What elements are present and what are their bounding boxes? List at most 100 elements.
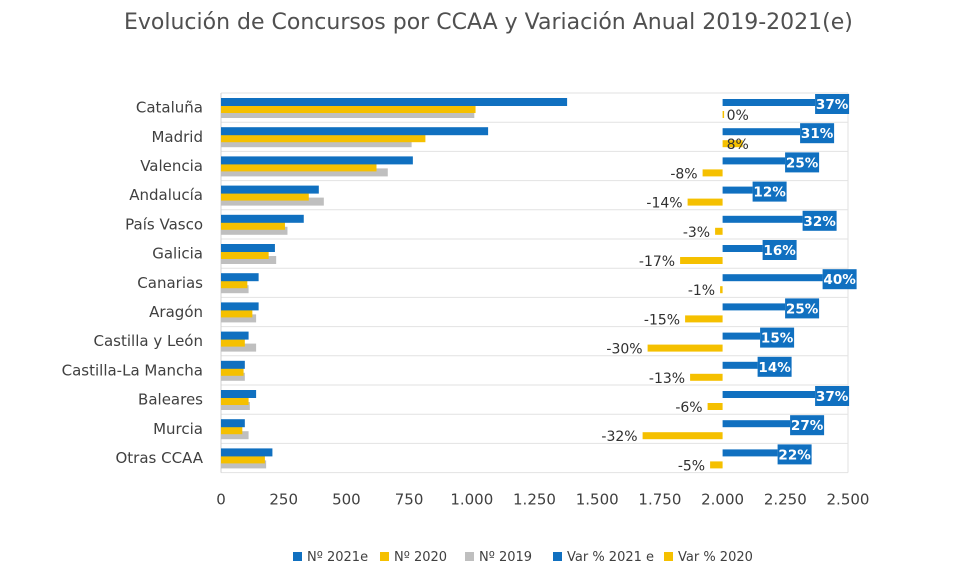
category-label: Castilla y León (94, 332, 203, 350)
var-2020-label: -17% (639, 254, 675, 270)
bar-var-2020 (702, 169, 723, 177)
bar-var-2021 (722, 303, 786, 311)
legend-label: Nº 2021e (307, 550, 368, 565)
x-tick-label: 1.500 (576, 491, 619, 509)
bar-var-2020 (710, 461, 723, 469)
x-tick-label: 1.750 (638, 491, 681, 509)
bar-var-2021 (722, 215, 803, 223)
bar-var-2020 (720, 286, 723, 294)
bar-n-2020 (221, 397, 249, 405)
var-2021-label-box (777, 444, 812, 465)
bar-n-2021e (221, 273, 259, 282)
bar-n-2019 (221, 431, 249, 440)
bar-n-2020 (221, 426, 243, 435)
bar-n-2019 (221, 372, 245, 381)
bar-var-2021 (722, 420, 791, 428)
x-tick-label: 0 (216, 491, 226, 509)
bar-var-2020 (687, 198, 723, 206)
bar-var-2021 (722, 274, 823, 282)
x-tick-label: 1.000 (450, 491, 493, 509)
var-2021-label: 25% (786, 155, 819, 171)
var-2020-label: -5% (678, 458, 705, 474)
var-2020-label: 8% (727, 137, 749, 153)
var-2020-label: -8% (670, 166, 697, 182)
bar-var-2020 (715, 227, 723, 235)
bar-n-2021e (221, 185, 319, 194)
legend-label: Nº 2020 (394, 550, 447, 565)
bar-n-2019 (221, 168, 388, 177)
bar-var-2021 (722, 186, 753, 194)
category-labels: Cataluña Madrid Valencia Andalucía País Vasc… (62, 99, 204, 467)
x-tick-label: 2.000 (701, 491, 744, 509)
bar-n-2021e (221, 302, 259, 311)
category-label: Andalucía (129, 186, 203, 204)
bar-var-2021 (722, 245, 763, 252)
var-2021-label-box (785, 298, 820, 319)
x-tick-labels: 0 250 500 750 1.000 1.250 1.500 1.750 2.000 2.250… (216, 491, 869, 509)
var-2021-label-box (752, 181, 787, 202)
x-tick-label: 1.250 (513, 491, 556, 509)
var-2021-label-box (762, 240, 797, 260)
bar-var-2020 (642, 432, 723, 440)
bar-n-2020 (221, 105, 476, 113)
var-2020-label: -14% (646, 196, 682, 212)
bar-n-2020 (221, 134, 426, 143)
bar-n-2019 (221, 197, 324, 206)
var-2020-label: -6% (675, 400, 702, 416)
category-label: Castilla-La Mancha (62, 361, 203, 379)
bar-var-2020 (722, 140, 743, 148)
x-tick-label: 500 (332, 491, 361, 509)
var-2020-label: -32% (601, 429, 637, 445)
category-label: Canarias (137, 274, 203, 292)
var-2020-label: -30% (606, 342, 642, 358)
var-2021-label: 22% (778, 447, 811, 463)
bar-n-2019 (221, 402, 250, 410)
var-2021-label: 27% (791, 418, 824, 434)
bar-var-2021 (722, 99, 816, 106)
bar-n-2021e (221, 244, 275, 252)
var-2021-label-box (815, 386, 850, 406)
x-tick-label: 2.500 (827, 491, 870, 509)
grid-layer (220, 92, 849, 474)
bar-n-2021e (221, 127, 489, 136)
var-2020-label: -15% (644, 312, 680, 328)
var-2020-label: -1% (688, 283, 715, 299)
bar-n-2020 (221, 251, 269, 259)
category-label: Galicia (152, 245, 203, 263)
bar-n-2020 (221, 455, 265, 464)
bar-n-2021e (221, 156, 413, 165)
bar-n-2019 (221, 256, 277, 264)
legend-swatch (380, 552, 389, 561)
var-2021-label-box (800, 123, 835, 144)
bar-n-2021e (221, 419, 245, 428)
var-2021-label: 16% (763, 243, 796, 259)
bar-n-2020 (221, 309, 253, 318)
bar-n-2020 (221, 221, 285, 230)
legend-swatch (664, 552, 673, 561)
x-tick-label: 2.250 (764, 491, 807, 509)
bar-var-2021 (722, 128, 801, 136)
bar-n-2019 (221, 139, 412, 148)
bar-n-2021e (221, 448, 273, 457)
bar-n-2019 (221, 314, 257, 323)
chart-title: Evolución de Concursos por CCAA y Variac… (124, 10, 853, 35)
x-tick-label: 750 (395, 491, 424, 509)
category-label: Otras CCAA (115, 449, 203, 467)
bar-var-2021 (722, 157, 786, 165)
var-2021-label-box (790, 415, 825, 436)
bar-n-2021e (221, 360, 245, 369)
bar-n-2021e (221, 390, 257, 398)
legend-swatch (553, 552, 562, 561)
bar-var-2021 (722, 332, 761, 340)
var-2020-label: 0% (727, 108, 749, 124)
bar-n-2020 (221, 338, 245, 347)
bar-var-2021 (722, 449, 778, 457)
legend-label: Var % 2020 (678, 550, 753, 565)
bar-var-2020 (722, 111, 725, 118)
bar-n-2019 (221, 460, 267, 469)
bar-var-2020 (680, 257, 723, 264)
bar-var-2020 (707, 403, 723, 410)
bar-var-2021 (722, 361, 758, 369)
bar-n-2020 (221, 163, 377, 172)
